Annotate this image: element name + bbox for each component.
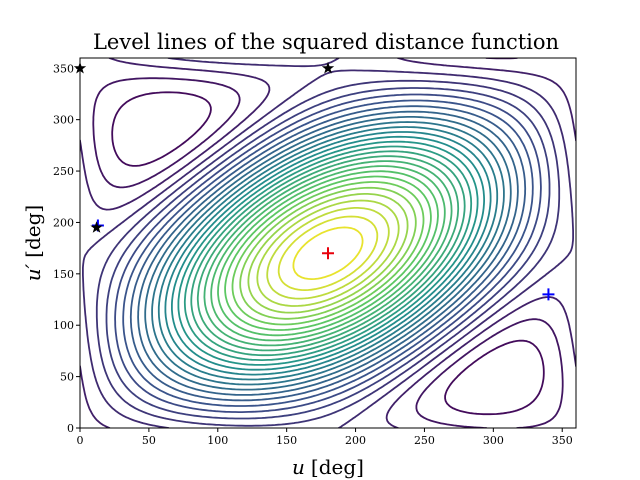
plus-marker <box>322 247 334 260</box>
contour-level <box>292 226 364 280</box>
contour-level <box>247 193 409 314</box>
contour-level <box>114 93 542 413</box>
x-tick-label: 100 <box>207 434 228 447</box>
y-tick-label: 100 <box>53 319 74 332</box>
x-tick-label: 250 <box>414 434 435 447</box>
star-marker <box>90 221 103 233</box>
x-tick-label: 50 <box>142 434 156 447</box>
contour-level <box>277 215 379 291</box>
contour-level <box>171 135 485 371</box>
contour-level <box>217 170 439 337</box>
y-axis-ticks: 0 50 100 150 200 250 300 350 <box>53 62 80 435</box>
contour-level <box>144 116 512 391</box>
contour-level <box>203 160 453 347</box>
contour-level <box>82 58 574 428</box>
contour-level <box>164 131 492 376</box>
contour-level <box>177 140 479 366</box>
chart-title: Level lines of the squared distance func… <box>93 30 559 54</box>
contour-level <box>111 91 545 416</box>
x-axis-variable: u <box>292 455 305 479</box>
x-axis-ticks: 0 50 100 150 200 250 300 350 <box>77 428 573 447</box>
contour-level <box>224 175 432 331</box>
contour-level <box>95 79 561 427</box>
contour-level <box>80 58 576 428</box>
contour-level <box>196 155 460 352</box>
y-axis-label: u′ [deg] <box>21 205 45 281</box>
y-axis-variable: u′ <box>21 263 45 281</box>
x-tick-label: 150 <box>276 434 297 447</box>
y-tick-label: 0 <box>67 422 74 435</box>
contour-level <box>190 150 466 357</box>
x-axis-label: u [deg] <box>292 455 364 479</box>
y-tick-label: 250 <box>53 165 74 178</box>
contour-level <box>122 99 534 407</box>
contour-lines <box>80 58 576 428</box>
y-tick-label: 50 <box>60 371 74 384</box>
contour-level <box>256 199 400 307</box>
contour-level <box>183 145 473 361</box>
x-tick-label: 350 <box>552 434 573 447</box>
y-tick-label: 200 <box>53 216 74 229</box>
contour-level <box>157 126 499 381</box>
contour-level <box>105 87 551 420</box>
x-tick-label: 0 <box>77 434 84 447</box>
y-axis-unit: [deg] <box>21 205 45 258</box>
contour-level <box>129 105 527 402</box>
contour-level <box>151 121 505 386</box>
y-tick-label: 150 <box>53 268 74 281</box>
plus-marker <box>542 288 555 301</box>
y-tick-label: 300 <box>53 114 74 127</box>
x-tick-label: 200 <box>345 434 366 447</box>
y-tick-label: 350 <box>53 62 74 75</box>
contour-level <box>231 181 425 326</box>
x-tick-label: 300 <box>483 434 504 447</box>
x-axis-unit: [deg] <box>311 455 364 479</box>
plot-frame <box>79 57 577 429</box>
contour-level <box>92 58 564 428</box>
contour-level <box>266 207 390 300</box>
star-marker <box>321 61 335 74</box>
contour-level <box>239 186 417 320</box>
contour-level <box>137 110 519 396</box>
contour-level <box>210 165 446 342</box>
